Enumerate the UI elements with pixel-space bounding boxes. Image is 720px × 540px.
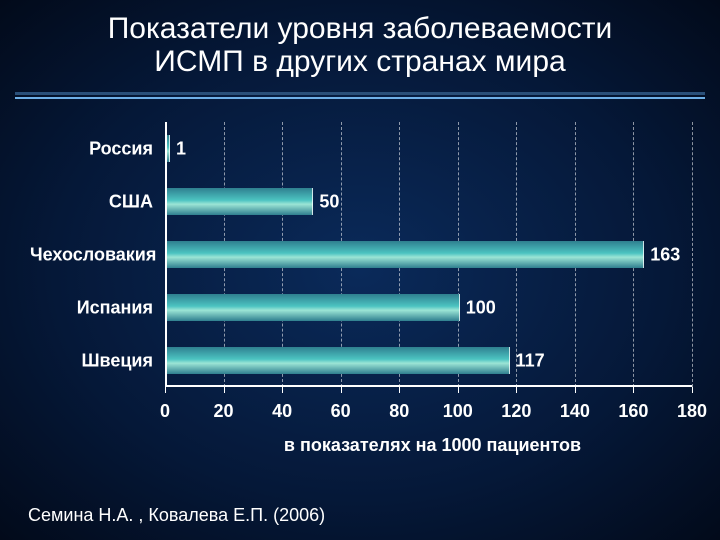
category-label: Россия <box>30 138 153 159</box>
bar-value-label: 1 <box>168 138 186 159</box>
x-tick-label: 40 <box>272 401 292 422</box>
bar-row: 163 <box>165 241 642 268</box>
x-tick-mark <box>399 387 400 393</box>
x-tick-label: 140 <box>560 401 590 422</box>
bar-row: 1 <box>165 135 168 162</box>
category-label: Швеция <box>30 350 153 371</box>
title-line-1: Показатели уровня заболеваемости <box>108 12 613 45</box>
separator-line-2 <box>15 97 705 99</box>
slide: Показатели уровня заболеваемости ИСМП в … <box>0 0 720 540</box>
category-label: Чехословакия <box>30 244 153 265</box>
x-axis <box>165 385 692 387</box>
grid-line <box>692 122 693 387</box>
x-tick-label: 60 <box>331 401 351 422</box>
x-tick-label: 160 <box>618 401 648 422</box>
plot-area: 1 50 163 100 117 <box>165 122 692 387</box>
bar-row: 117 <box>165 347 508 374</box>
x-tick-mark <box>633 387 634 393</box>
x-tick-mark <box>282 387 283 393</box>
x-tick-label: 80 <box>389 401 409 422</box>
x-tick-label: 180 <box>677 401 707 422</box>
bar <box>167 294 460 321</box>
x-tick-mark <box>516 387 517 393</box>
x-tick-mark <box>692 387 693 393</box>
bar-value-label: 50 <box>311 191 339 212</box>
category-label: США <box>30 191 153 212</box>
bar <box>167 241 644 268</box>
separator-line-1 <box>15 92 705 95</box>
x-tick-mark <box>224 387 225 393</box>
bar-value-label: 100 <box>458 297 496 318</box>
bar-row: 100 <box>165 294 458 321</box>
bar-value-label: 163 <box>642 244 680 265</box>
bar-value-label: 117 <box>508 350 545 371</box>
x-tick-mark <box>341 387 342 393</box>
x-tick-label: 100 <box>443 401 473 422</box>
x-tick-mark <box>458 387 459 393</box>
source-citation: Семина Н.А. , Ковалева Е.П. (2006) <box>28 505 325 526</box>
bar <box>167 347 510 374</box>
bar-chart: 1 50 163 100 117 в показателях на 1000 пацие… <box>30 122 700 480</box>
x-tick-mark <box>165 387 166 393</box>
bar <box>167 188 313 215</box>
slide-title: Показатели уровня заболеваемости ИСМП в … <box>0 0 720 86</box>
x-tick-label: 120 <box>501 401 531 422</box>
x-tick-label: 20 <box>214 401 234 422</box>
x-tick-mark <box>575 387 576 393</box>
category-label: Испания <box>30 297 153 318</box>
title-separator <box>15 92 705 102</box>
x-tick-label: 0 <box>160 401 170 422</box>
bar-row: 50 <box>165 188 311 215</box>
chart-container: 1 50 163 100 117 в показателях на 1000 пацие… <box>30 122 700 480</box>
title-line-2: ИСМП в других странах мира <box>154 45 565 78</box>
x-axis-title: в показателях на 1000 пациентов <box>30 435 700 456</box>
